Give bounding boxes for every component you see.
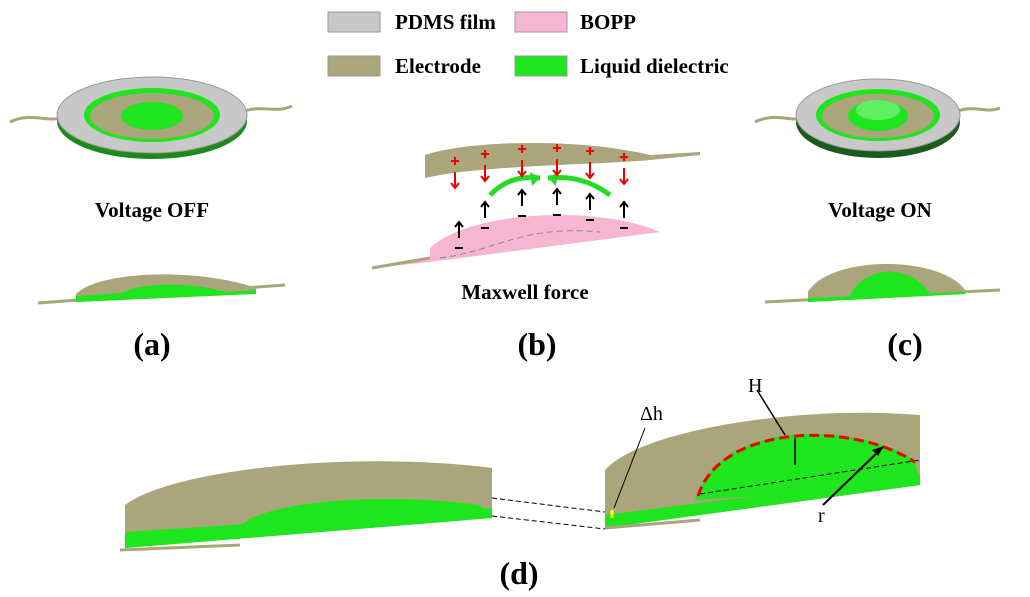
panel-label: (a) (133, 326, 170, 362)
annotation: r (818, 505, 825, 527)
caption: Voltage OFF (95, 198, 209, 222)
legend-label: PDMS film (395, 10, 496, 34)
panel-label: (c) (887, 326, 923, 362)
legend-swatch (515, 12, 567, 32)
comparison (120, 390, 920, 550)
section-on (765, 264, 1000, 302)
figure: PDMS film BOPP Electrode Liquid dielectr… (0, 0, 1030, 597)
device-off (10, 77, 292, 159)
annotation: H (748, 375, 762, 397)
maxwell-diagram (372, 143, 700, 268)
section-off (38, 274, 285, 303)
legend-swatch (515, 56, 567, 76)
device-on (755, 79, 1000, 158)
legend-label: BOPP (580, 10, 636, 34)
legend-swatch (328, 12, 380, 32)
panel-label: (d) (499, 555, 538, 591)
annotation: Δh (640, 403, 663, 425)
caption: Voltage ON (828, 198, 932, 222)
legend: PDMS film BOPP Electrode Liquid dielectr… (328, 10, 729, 78)
legend-label: Liquid dielectric (580, 54, 729, 78)
caption: Maxwell force (461, 280, 588, 304)
panel-label: (b) (517, 326, 556, 362)
legend-label: Electrode (395, 54, 481, 78)
legend-swatch (328, 56, 380, 76)
